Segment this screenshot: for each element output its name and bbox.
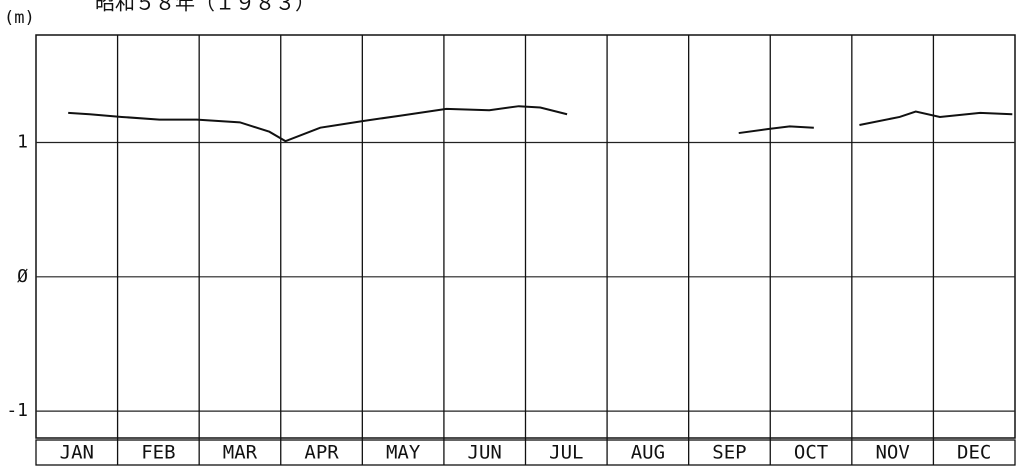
x-tick-label: AUG bbox=[631, 442, 665, 464]
y-tick-label: Ø bbox=[17, 266, 28, 287]
x-tick-label: SEP bbox=[712, 442, 746, 464]
x-tick-label: APR bbox=[304, 442, 339, 464]
x-tick-label: NOV bbox=[875, 442, 909, 464]
chart-title: 昭和５８年（１９８３） bbox=[95, 0, 315, 15]
x-tick-label: DEC bbox=[957, 442, 991, 464]
month-frame bbox=[35, 439, 1016, 466]
y-tick-label: -1 bbox=[6, 400, 28, 421]
x-tick-label: JAN bbox=[60, 442, 94, 464]
x-tick-label: JUN bbox=[468, 442, 502, 464]
x-tick-label: OCT bbox=[794, 442, 828, 464]
series-line bbox=[68, 105, 1013, 143]
y-axis-label: (m) bbox=[4, 8, 35, 28]
x-tick-label: FEB bbox=[141, 442, 175, 464]
x-tick-label: MAR bbox=[223, 442, 258, 464]
x-tick-label: JUL bbox=[549, 442, 583, 464]
x-tick-label: MAY bbox=[386, 442, 421, 464]
y-tick-label: 1 bbox=[17, 131, 28, 152]
